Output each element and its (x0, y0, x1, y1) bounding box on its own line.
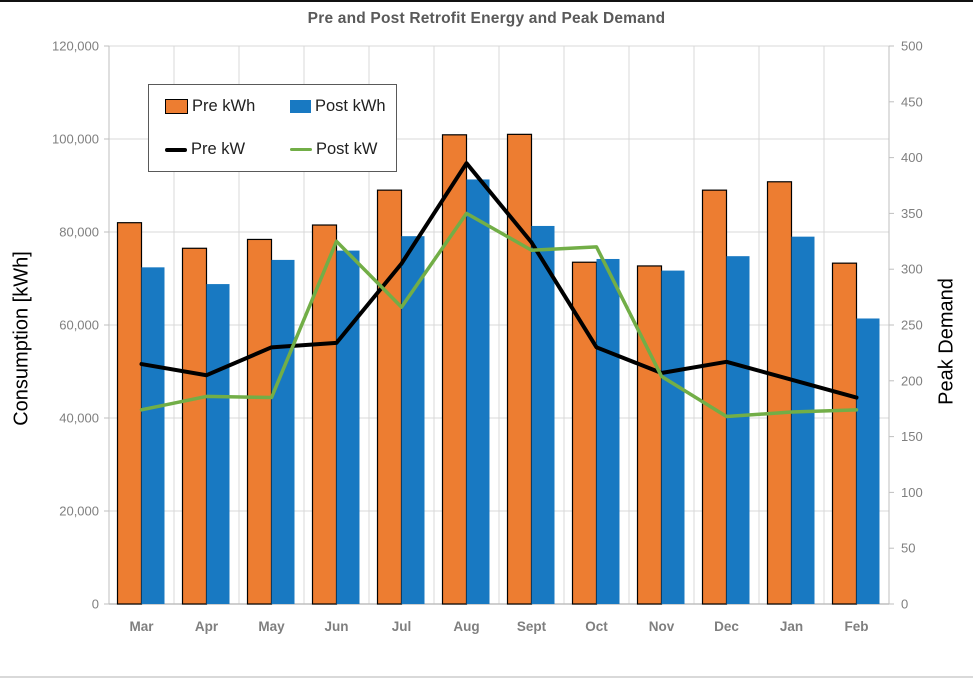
right-axis-title: Peak Demand (935, 278, 958, 405)
x-tick-label: Nov (649, 619, 675, 634)
legend-item-pre-kwh: Pre kWh (165, 97, 290, 116)
x-tick-label: Dec (714, 619, 739, 634)
line-post-kw (139, 211, 859, 419)
right-tick-label: 50 (901, 541, 915, 556)
right-tick-label: 200 (901, 373, 923, 388)
right-tick-label: 100 (901, 485, 923, 500)
x-tick-label: Sept (517, 619, 547, 634)
legend-label-pre-kw: Pre kW (191, 140, 246, 158)
bar-post-kwh-nov (661, 270, 685, 604)
bar-pre-kwh-sept (506, 133, 533, 605)
legend-item-post-kwh: Post kWh (290, 97, 398, 116)
right-tick-label: 300 (901, 262, 923, 277)
x-tick-label: Jan (780, 619, 803, 634)
post-kwh-swatch-icon (290, 100, 311, 113)
right-tick-label: 250 (901, 318, 923, 333)
right-tick-label: 150 (901, 429, 923, 444)
right-tick-label: 0 (901, 597, 908, 612)
bar-post-kwh-jan (791, 236, 815, 604)
x-tick-label: Mar (129, 619, 154, 634)
bar-post-kwh-jun (336, 250, 360, 604)
right-tick-label: 450 (901, 94, 923, 109)
left-tick-label: 80,000 (59, 225, 99, 240)
post-kw-swatch-icon (290, 147, 312, 152)
legend-item-post-kw: Post kW (290, 140, 398, 159)
bar-post-kwh-apr (206, 284, 230, 604)
legend-label-post-kwh: Post kWh (315, 97, 386, 115)
x-tick-label: Feb (844, 619, 868, 634)
x-tick-label: Oct (585, 619, 608, 634)
bar-post-kwh-aug (466, 179, 490, 604)
bar-pre-kwh-mar (116, 222, 143, 605)
legend-label-pre-kwh: Pre kWh (192, 97, 256, 115)
legend-item-pre-kw: Pre kW (165, 140, 290, 159)
bar-pre-kwh-apr (181, 247, 208, 605)
left-tick-label: 0 (92, 597, 99, 612)
right-tick-label: 350 (901, 206, 923, 221)
x-tick-label: Apr (195, 619, 219, 634)
top-border (0, 0, 973, 2)
bar-pre-kwh-oct (571, 261, 598, 605)
bar-post-kwh-may (271, 259, 295, 604)
bar-post-kwh-jul (401, 236, 425, 604)
bar-pre-kwh-feb (831, 262, 858, 605)
x-tick-label: May (258, 619, 285, 634)
left-tick-label: 20,000 (59, 504, 99, 519)
left-tick-label: 60,000 (59, 318, 99, 333)
bar-post-kwh-sept (531, 225, 555, 604)
chart-title: Pre and Post Retrofit Energy and Peak De… (307, 10, 666, 27)
bar-pre-kwh-jul (376, 189, 403, 605)
bar-pre-kwh-dec (701, 189, 728, 605)
legend-label-post-kw: Post kW (316, 140, 378, 158)
bar-post-kwh-dec (726, 256, 750, 604)
x-tick-label: Aug (453, 619, 479, 634)
bar-pre-kwh-jan (766, 181, 793, 605)
x-tick-label: Jul (392, 619, 412, 634)
left-tick-label: 100,000 (52, 132, 99, 147)
legend: Pre kWh Post kWh Pre kW Post kW (148, 84, 397, 172)
bottom-border (0, 676, 973, 678)
line-pre-kw (139, 161, 859, 400)
right-tick-label: 400 (901, 150, 923, 165)
left-tick-label: 40,000 (59, 411, 99, 426)
right-tick-label: 500 (901, 39, 923, 54)
bar-post-kwh-oct (596, 258, 620, 604)
pre-kw-swatch-icon (165, 147, 187, 152)
pre-kwh-swatch-icon (165, 99, 188, 114)
x-tick-label: Jun (324, 619, 348, 634)
bar-post-kwh-feb (856, 318, 880, 604)
left-axis-title: Consumption [kWh] (10, 251, 33, 426)
bar-pre-kwh-may (246, 238, 273, 605)
left-tick-label: 120,000 (52, 39, 99, 54)
bar-pre-kwh-aug (441, 134, 468, 605)
bar-pre-kwh-jun (311, 224, 338, 605)
bar-pre-kwh-nov (636, 265, 663, 605)
bar-post-kwh-mar (141, 267, 165, 604)
